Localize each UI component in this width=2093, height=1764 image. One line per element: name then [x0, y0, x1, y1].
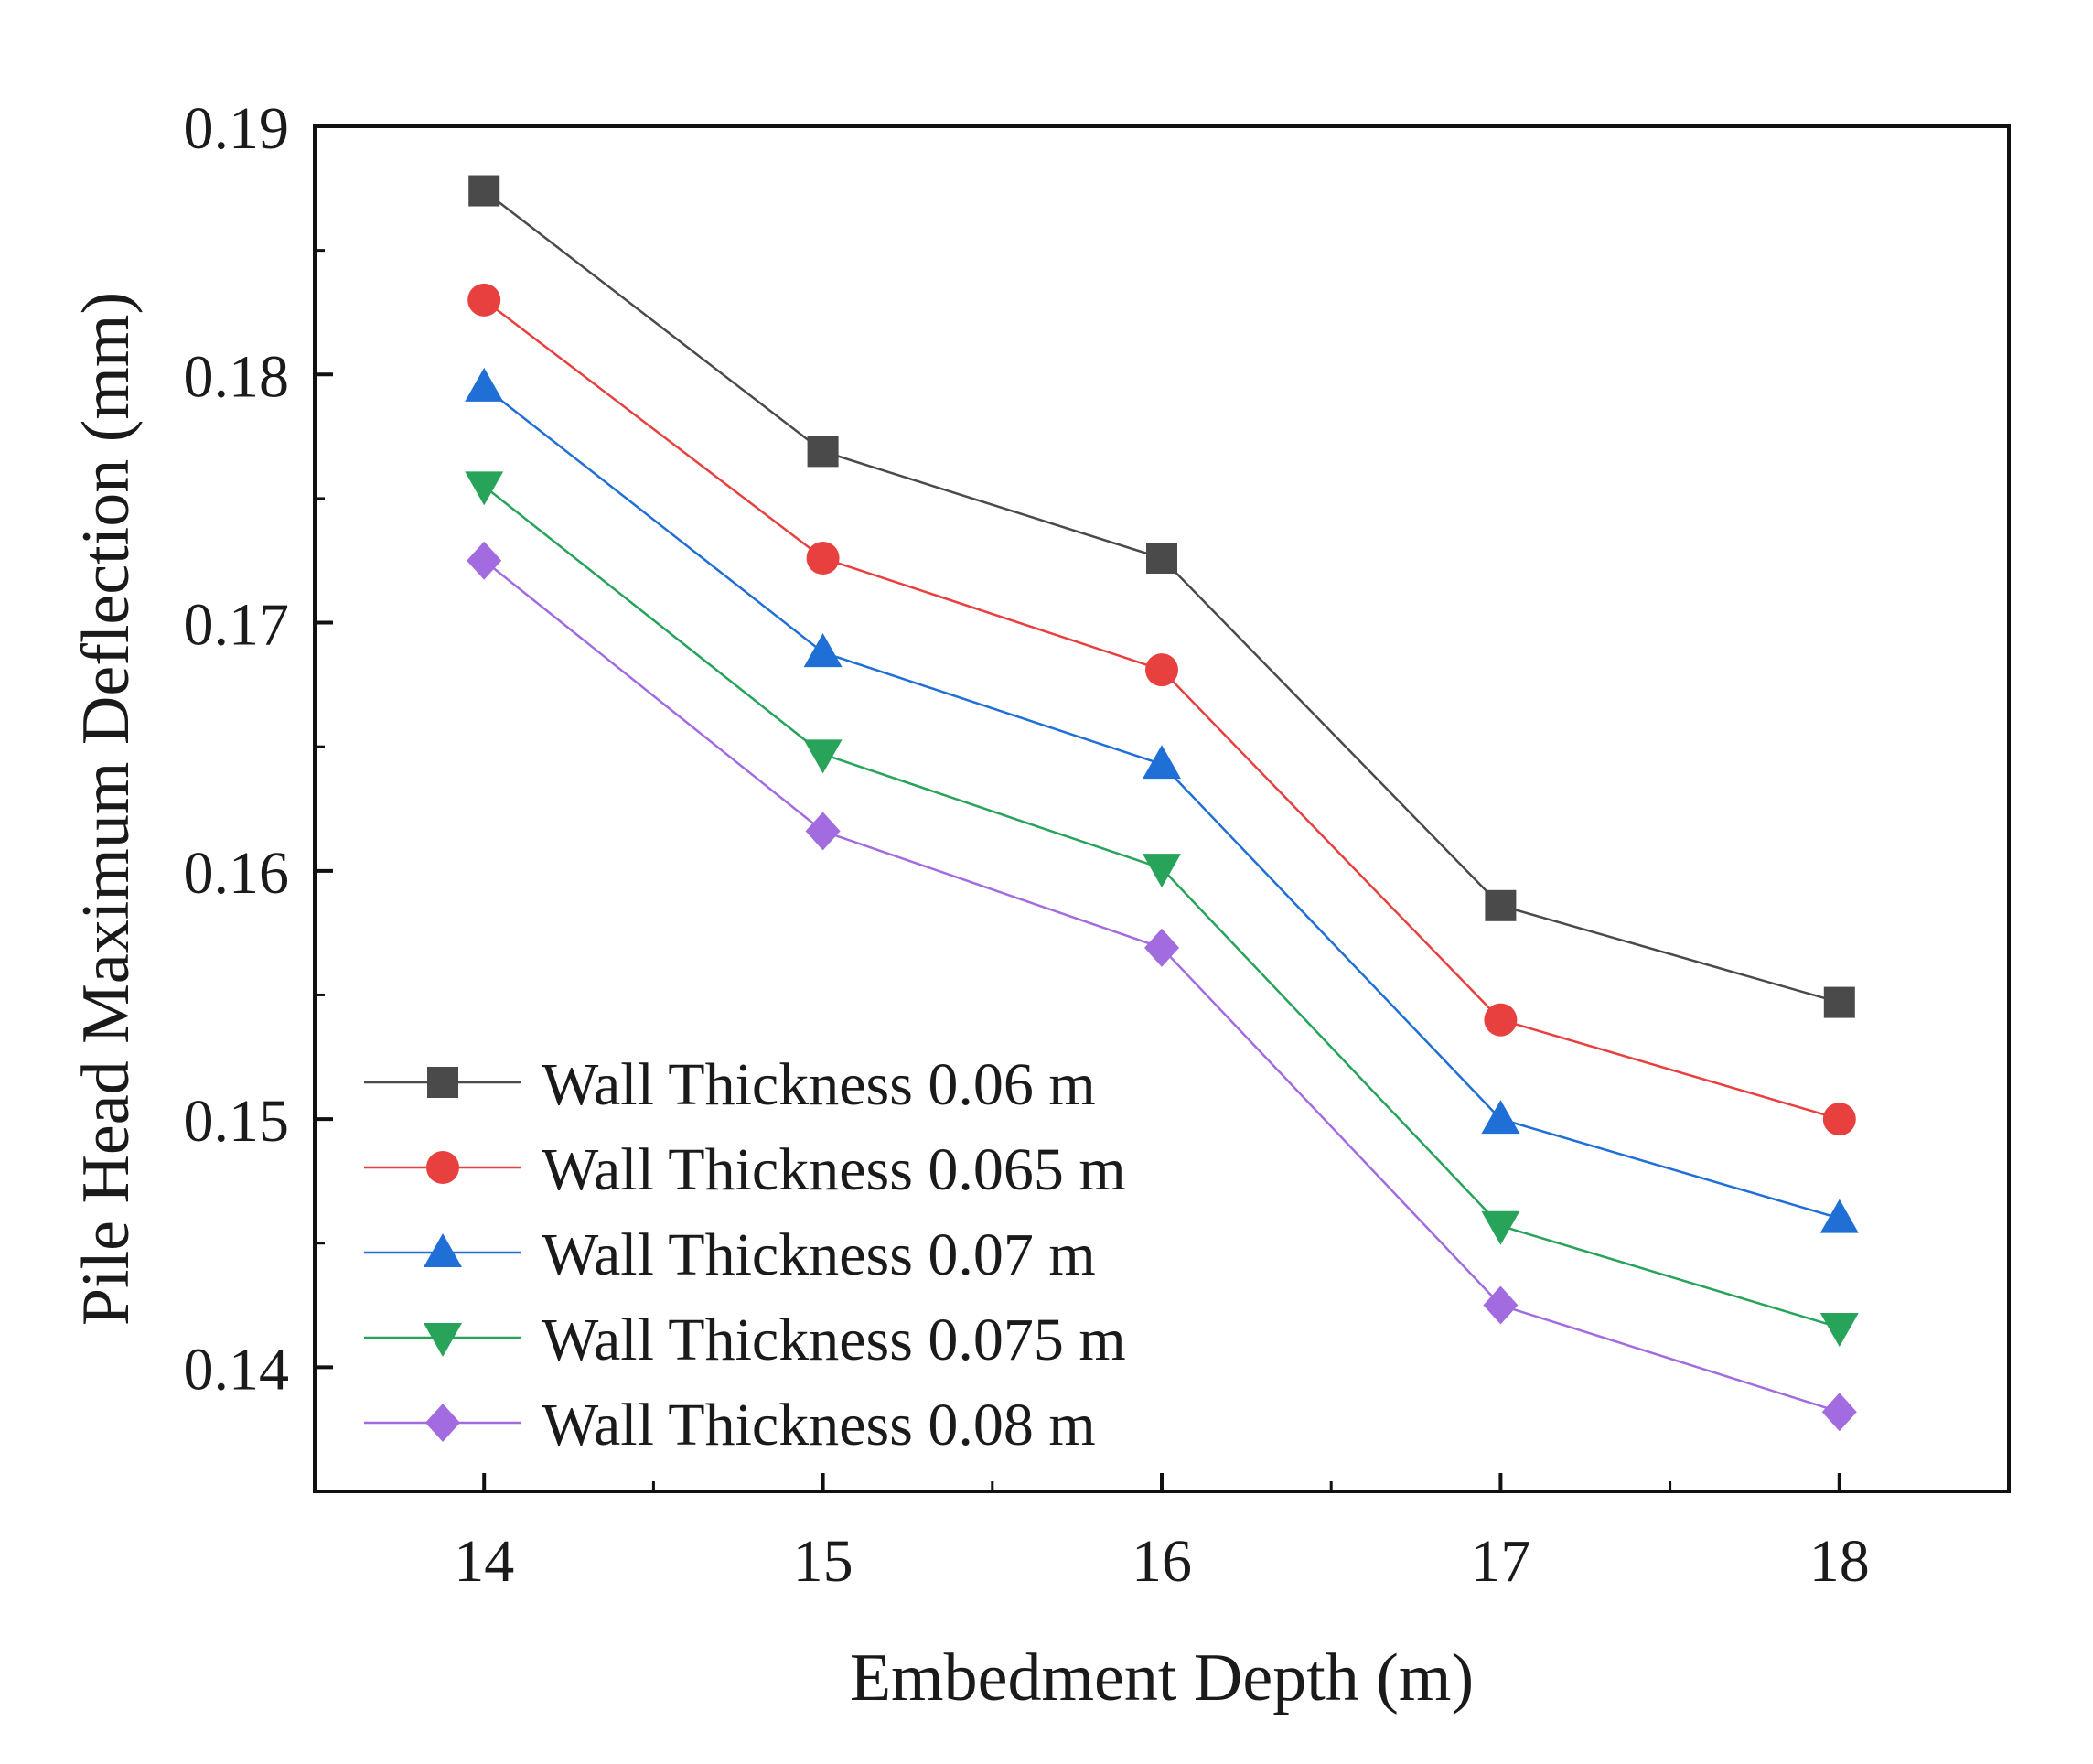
legend-marker [424, 1233, 462, 1267]
data-point [1145, 653, 1178, 687]
x-tick-label: 15 [793, 1528, 853, 1595]
legend-item: Wall Thickness 0.07 m [364, 1221, 1096, 1288]
y-tick-label: 0.16 [184, 840, 290, 907]
y-tick-label: 0.18 [184, 343, 290, 410]
legend-label: Wall Thickness 0.06 m [542, 1051, 1096, 1118]
x-tick-label: 16 [1132, 1528, 1192, 1595]
data-point [1819, 1199, 1859, 1233]
series-2 [467, 283, 1856, 1136]
data-point [1143, 854, 1181, 888]
x-tick-label: 14 [454, 1528, 514, 1595]
data-point [1485, 889, 1517, 921]
x-tick-label: 18 [1809, 1528, 1870, 1595]
data-point [807, 436, 839, 468]
data-point [803, 739, 843, 774]
data-series [465, 175, 1859, 1432]
data-point [1481, 1100, 1520, 1135]
legend-item: Wall Thickness 0.08 m [364, 1392, 1096, 1458]
data-point [1143, 745, 1181, 780]
x-tick-label: 17 [1470, 1528, 1530, 1595]
series-5 [467, 541, 1857, 1432]
data-point [467, 541, 502, 580]
data-point [465, 471, 504, 506]
data-point [1146, 543, 1177, 575]
data-point [1819, 1312, 1859, 1347]
legend-label: Wall Thickness 0.075 m [542, 1307, 1126, 1373]
data-point [1481, 1210, 1520, 1245]
y-axis-label: Pile Head Maximum Deflection (mm) [69, 292, 144, 1326]
legend-label: Wall Thickness 0.065 m [542, 1136, 1126, 1203]
legend-marker [427, 1067, 458, 1098]
data-point [1823, 986, 1855, 1018]
data-point [1821, 1393, 1857, 1432]
x-tick-labels: 14 15 16 17 18 [454, 1528, 1870, 1595]
data-point [805, 812, 841, 851]
plot-frame [313, 124, 2011, 1493]
legend-label: Wall Thickness 0.08 m [542, 1392, 1096, 1458]
x-axis-label: Embedment Depth (m) [850, 1640, 1474, 1716]
legend: Wall Thickness 0.06 m Wall Thickness 0.06… [364, 1051, 1126, 1458]
y-tick-label: 0.19 [184, 95, 290, 162]
series-1 [468, 175, 1855, 1018]
legend-item: Wall Thickness 0.075 m [364, 1307, 1126, 1373]
data-point [803, 633, 843, 668]
series-3 [465, 367, 1859, 1233]
data-point [1822, 1102, 1856, 1136]
y-tick-label: 0.15 [184, 1088, 290, 1155]
legend-item: Wall Thickness 0.06 m [364, 1051, 1096, 1118]
data-point [1484, 1003, 1518, 1037]
legend-item: Wall Thickness 0.065 m [364, 1136, 1126, 1203]
data-point [1144, 928, 1179, 967]
data-point [1483, 1285, 1519, 1325]
data-point [468, 175, 500, 207]
y-tick-label: 0.14 [184, 1336, 290, 1403]
y-tick-labels: 0.14 0.15 0.16 0.17 0.18 0.19 [184, 95, 290, 1403]
series-4 [465, 471, 1859, 1347]
legend-marker [424, 1323, 462, 1357]
legend-marker [425, 1404, 460, 1442]
legend-marker [426, 1151, 459, 1184]
data-point [467, 283, 501, 317]
y-tick-label: 0.17 [184, 592, 290, 659]
data-point [465, 367, 504, 402]
legend-label: Wall Thickness 0.07 m [542, 1221, 1096, 1288]
data-point [806, 542, 840, 575]
